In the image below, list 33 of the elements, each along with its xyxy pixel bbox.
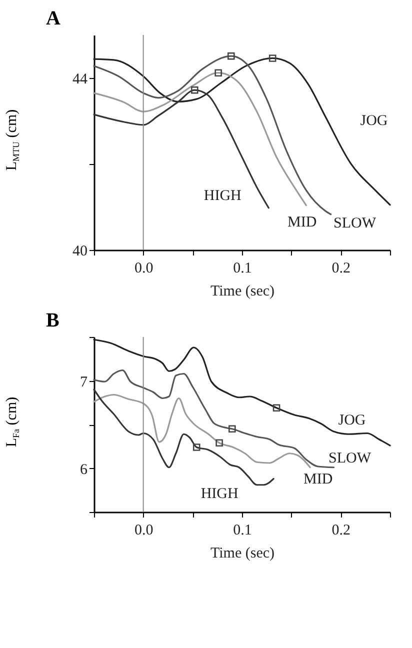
point (192, 444, 200, 451)
point (214, 69, 222, 76)
series-label: MID (303, 471, 333, 488)
point (268, 54, 276, 62)
point (272, 404, 280, 412)
series-label: JOG (360, 112, 388, 129)
point (216, 439, 223, 447)
chart-title: A (46, 8, 61, 30)
series-label: HIGH (204, 188, 242, 204)
series-label: SLOW (334, 215, 377, 232)
y-tick-label: 6 (80, 462, 88, 478)
series-label: SLOW (328, 450, 372, 466)
x-tick-label: 0.1 (233, 522, 252, 538)
series-label: MID (288, 214, 317, 230)
x-axis-title: Time (sec) (210, 546, 275, 562)
x-tick-label: 0.2 (332, 260, 351, 276)
line-series (93, 388, 274, 486)
chart-title: B (46, 310, 60, 332)
point (228, 425, 236, 433)
y-tick-label: 7 (80, 374, 88, 390)
x-tick-label: 0.0 (134, 522, 154, 538)
x-tick-label: 0.2 (332, 522, 351, 538)
point (227, 52, 235, 60)
y-tick-label: 44 (72, 72, 88, 88)
x-tick-label: 0.1 (233, 260, 252, 276)
x-axis-title: Time (sec) (210, 284, 275, 300)
point (190, 86, 198, 94)
line-series (93, 394, 311, 468)
x-tick-label: 0.0 (134, 260, 154, 276)
series-label: HIGH (200, 486, 238, 502)
y-tick-label: 40 (72, 244, 88, 260)
line-series (93, 338, 391, 446)
series-label: JOG (338, 412, 366, 428)
